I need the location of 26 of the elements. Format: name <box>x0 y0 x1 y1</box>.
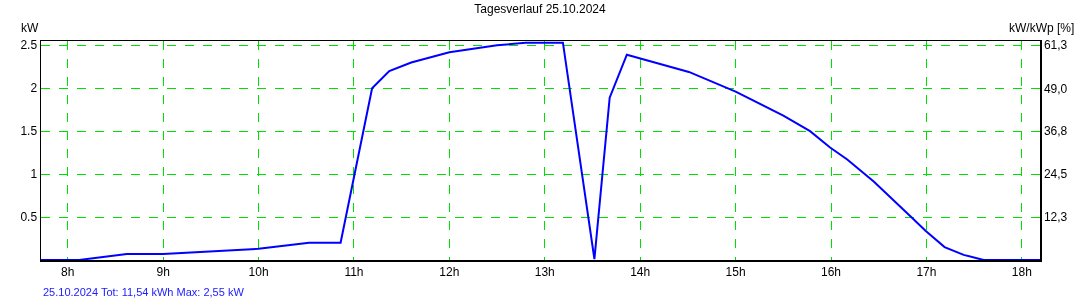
y-tick-label: 0.5 <box>20 210 38 225</box>
x-tick-label: 16h <box>821 264 842 279</box>
x-tick-label: 12h <box>439 264 460 279</box>
y2-tick-label: 49,0 <box>1043 81 1068 96</box>
y-tick-label: 2.5 <box>20 38 38 53</box>
x-tick-label: 10h <box>248 264 269 279</box>
y-tick-label: 1 <box>30 167 38 182</box>
chart-title: Tagesverlauf 25.10.2024 <box>474 1 607 16</box>
y-tick-label: 2 <box>30 81 38 96</box>
y2-tick-label: 36,8 <box>1043 124 1068 139</box>
y2-tick-label: 12,3 <box>1043 210 1068 225</box>
y-axis-title: kW <box>21 21 39 35</box>
y2-axis-title: kW/kWp [%] <box>1009 21 1075 35</box>
x-tick-label: 14h <box>630 264 651 279</box>
line-series <box>41 41 1040 260</box>
y2-tick-label: 61,3 <box>1043 38 1068 53</box>
x-tick-label: 13h <box>534 264 555 279</box>
x-tick-label: 11h <box>344 264 364 279</box>
x-tick-label: 18h <box>1011 264 1032 279</box>
y-tick-label: 1.5 <box>20 124 38 139</box>
x-tick-label: 9h <box>156 264 170 279</box>
y2-tick-label: 24,5 <box>1043 167 1068 182</box>
x-tick-label: 17h <box>916 264 937 279</box>
x-tick-label: 15h <box>725 264 746 279</box>
x-tick-label: 8h <box>61 264 75 279</box>
text: 25.10.2024 Tot: 11,54 kWh Max: 2,55 kW <box>43 286 245 298</box>
